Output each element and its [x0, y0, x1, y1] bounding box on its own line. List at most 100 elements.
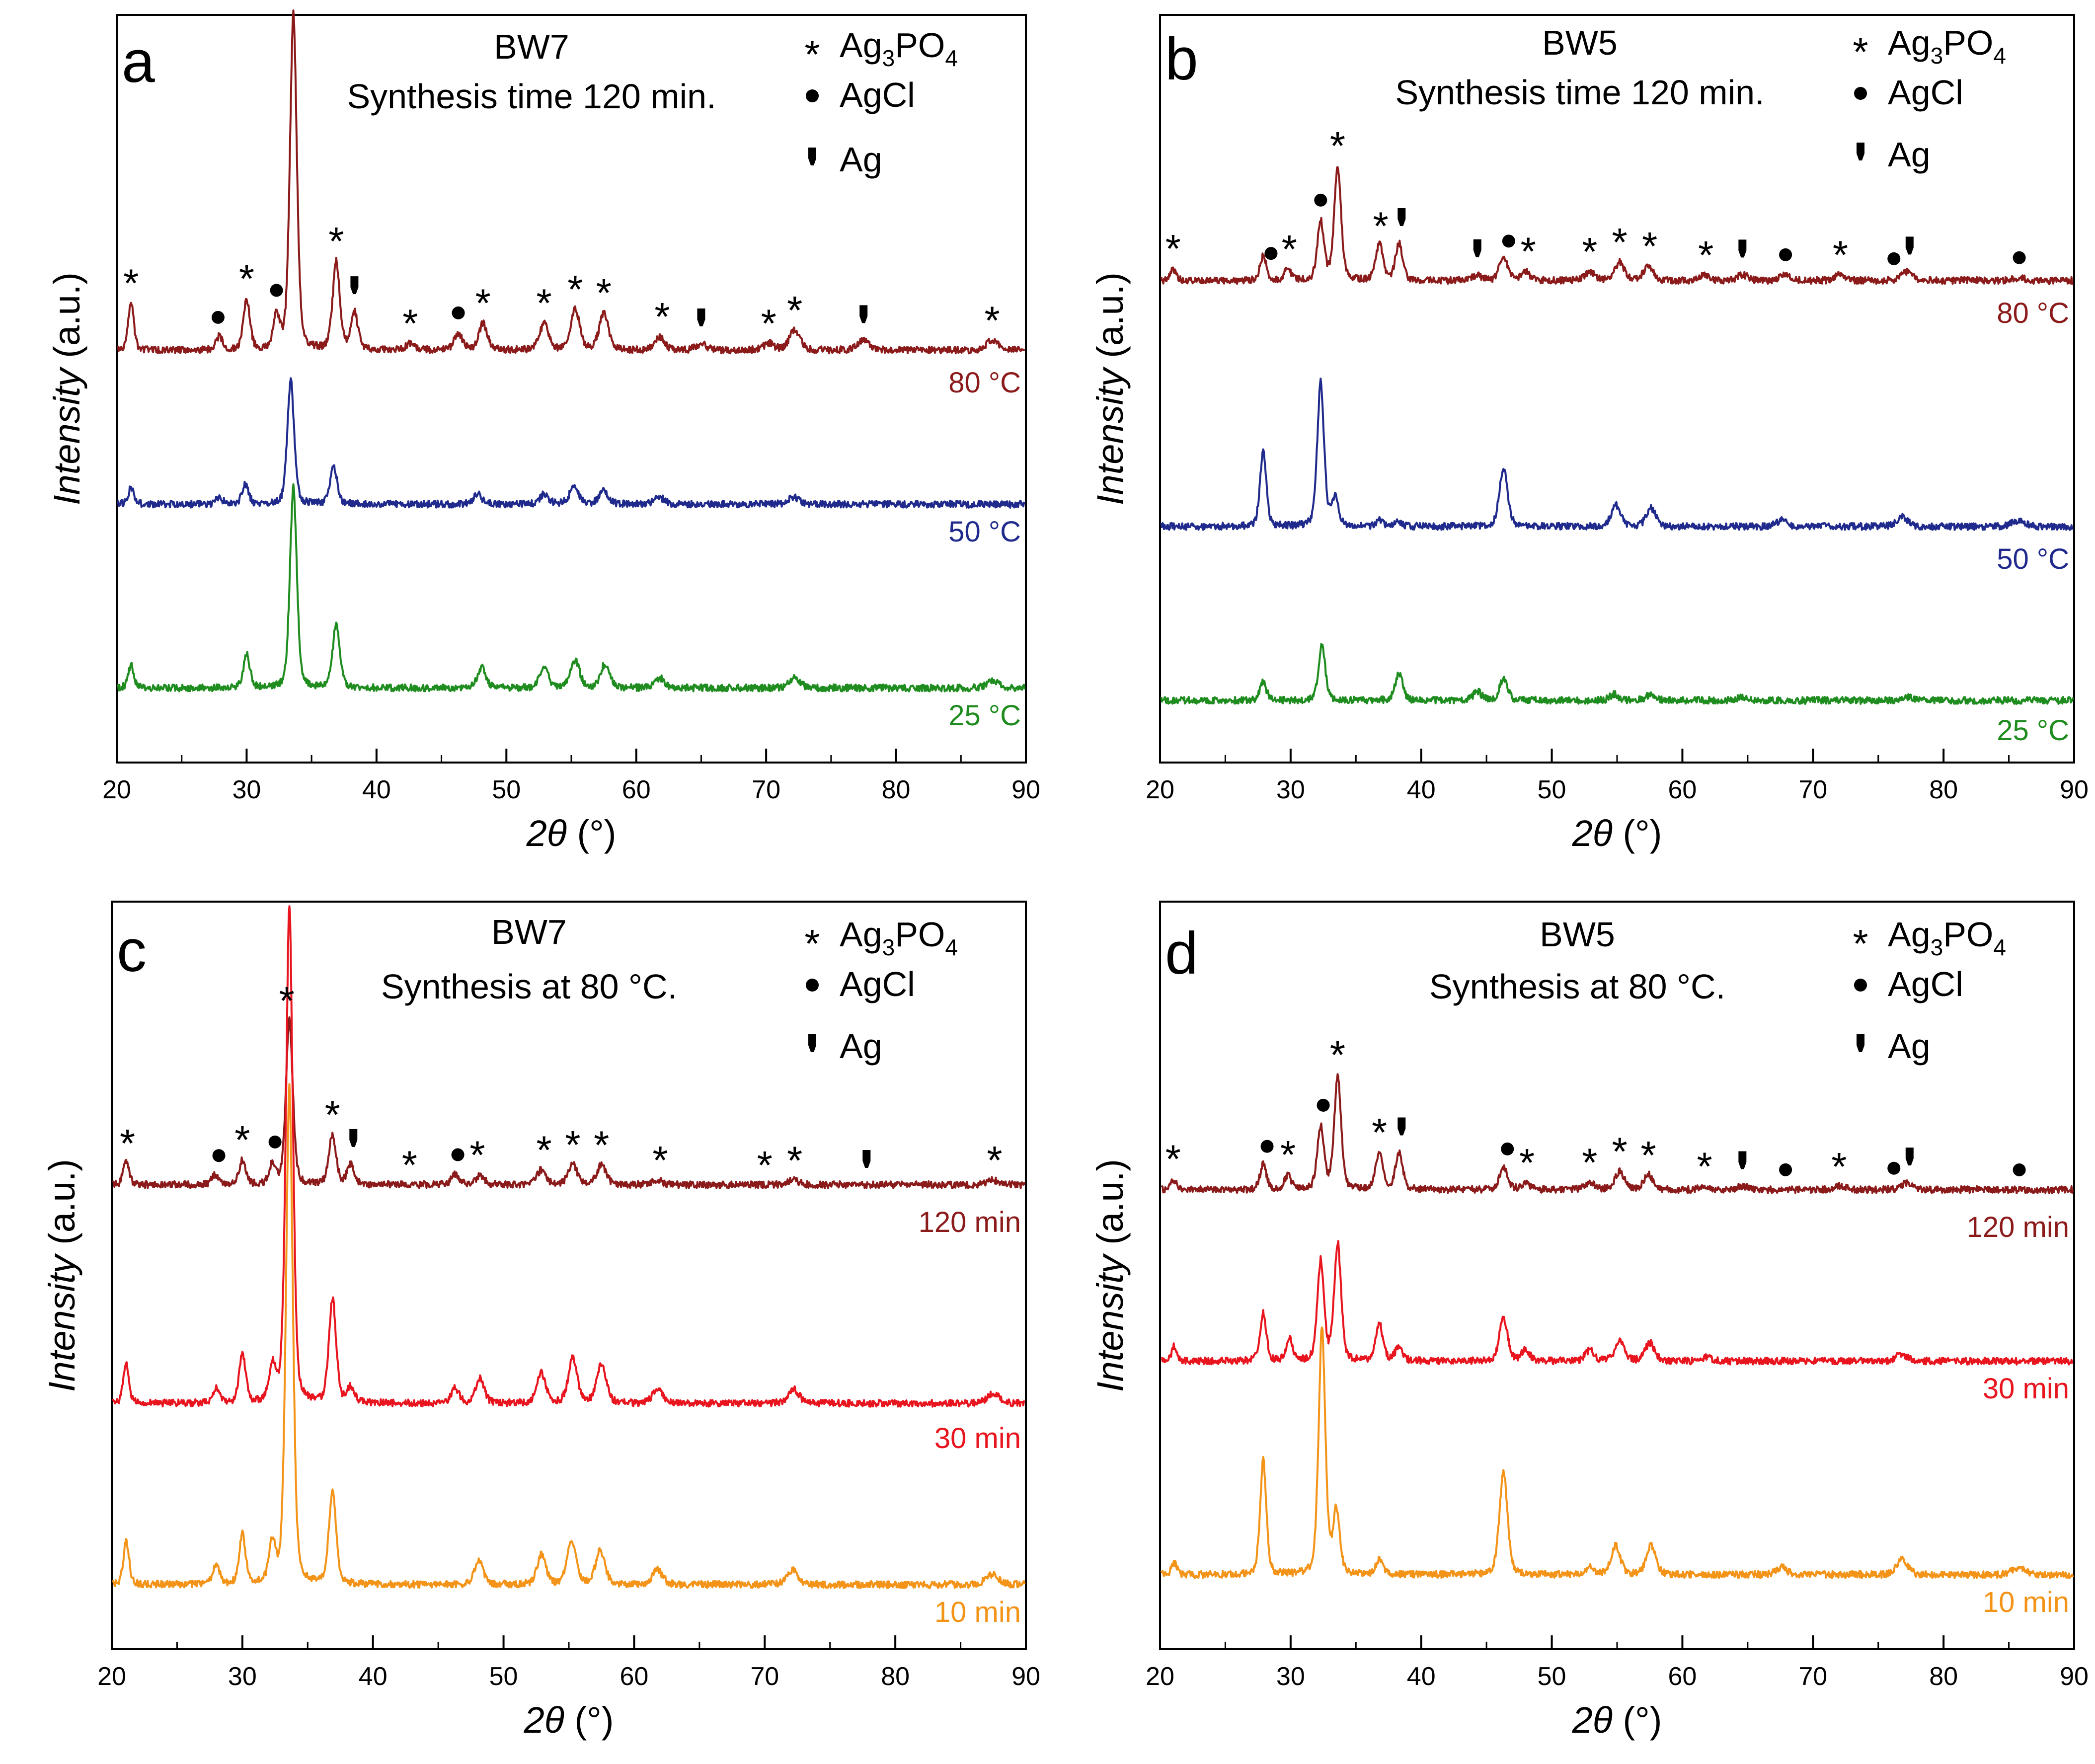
marker-agcl-icon — [452, 306, 465, 319]
series-line-0 — [1161, 1073, 2074, 1194]
legend-ag3po4-sub1: 3 — [882, 934, 895, 960]
marker-ag3po4-icon: * — [654, 295, 670, 339]
series-label: 30 min — [1983, 1373, 2069, 1405]
x-tick-label: 20 — [1146, 1662, 1174, 1691]
x-axis-label-two: 2 — [1572, 813, 1593, 854]
y-axis-label: Intensity (a.u.) — [1089, 272, 1131, 505]
series-label: 10 min — [1983, 1586, 2069, 1618]
series-line-1 — [1160, 378, 2074, 531]
panel-letter: c — [117, 918, 147, 984]
x-tick-label: 40 — [1407, 1662, 1436, 1691]
marker-ag-icon — [1738, 1151, 1747, 1169]
y-axis-label-main: Intensity — [1089, 1253, 1131, 1392]
x-tick-label: 50 — [1538, 775, 1566, 804]
y-axis-label: Intensity (a.u.) — [1089, 1159, 1131, 1392]
marker-ag3po4-icon: * — [402, 302, 418, 346]
legend-ag3po4-base: Ag — [840, 26, 882, 65]
marker-ag3po4-icon: * — [1642, 224, 1657, 268]
marker-ag-icon — [862, 1150, 871, 1168]
legend-agcl: AgCl — [840, 965, 915, 1003]
series-line-0 — [112, 1016, 1026, 1189]
x-axis-label: 2θ (°) — [1572, 1699, 1662, 1741]
x-tick-label: 50 — [492, 775, 521, 804]
series-label: 120 min — [919, 1206, 1021, 1238]
y-axis-label-unit: (a.u.) — [46, 272, 87, 368]
marker-ag3po4-icon: * — [1833, 232, 1848, 277]
series-label: 80 °C — [1997, 297, 2069, 329]
marker-ag3po4-icon: * — [286, 0, 301, 14]
y-axis-label-main: Intensity — [41, 1253, 82, 1392]
legend-ag3po4-mid: PO — [895, 26, 945, 65]
x-tick-label: 30 — [1276, 1662, 1305, 1691]
marker-ag3po4-icon: * — [279, 979, 295, 1023]
marker-ag3po4-icon: * — [1612, 1129, 1628, 1173]
legend-ag3po4-sub1: 3 — [882, 45, 895, 71]
legend-agcl: AgCl — [1888, 73, 1963, 112]
x-axis-label: 2θ (°) — [526, 813, 617, 854]
x-tick-label: 60 — [1668, 775, 1697, 804]
panel-subtitle: Synthesis at 80 °C. — [381, 967, 677, 1006]
panel-letter: b — [1165, 26, 1198, 92]
marker-ag3po4-icon: * — [1612, 220, 1628, 264]
panel-title: BW5 — [1540, 915, 1615, 954]
legend-ag3po4: Ag3PO4 — [1888, 23, 2006, 69]
marker-ag3po4-icon: * — [537, 281, 552, 325]
series-line-1 — [1161, 1240, 2074, 1366]
x-tick-label: 30 — [1276, 775, 1305, 804]
marker-ag3po4-icon: * — [1165, 1137, 1181, 1181]
marker-agcl-icon — [1779, 248, 1792, 261]
x-tick-label: 80 — [882, 775, 911, 804]
x-axis-label-theta: θ — [547, 813, 567, 854]
x-tick-label: 80 — [1929, 775, 1958, 804]
marker-agcl-icon — [212, 1149, 226, 1162]
legend-ag3po4-sub1: 3 — [1931, 43, 1943, 69]
legend-ag-icon — [1857, 1034, 1864, 1052]
series-line-2 — [112, 1083, 1026, 1589]
series-line-1 — [117, 377, 1026, 509]
legend-ag: Ag — [840, 140, 882, 179]
legend-ag3po4: Ag3PO4 — [840, 26, 958, 71]
marker-ag3po4-icon: * — [596, 271, 612, 315]
series-line-2 — [117, 483, 1026, 692]
x-tick-label: 20 — [97, 1662, 126, 1691]
series-line-0 — [117, 9, 1025, 355]
marker-ag3po4-icon: * — [402, 1143, 417, 1187]
x-tick-label: 90 — [2060, 775, 2089, 804]
x-tick-label: 90 — [2060, 1662, 2089, 1691]
series-line-2 — [1160, 1326, 2074, 1579]
legend-ag: Ag — [840, 1027, 882, 1066]
marker-ag3po4-icon: * — [1330, 124, 1345, 168]
legend-ag3po4-mid: PO — [1943, 23, 1993, 62]
series-label: 50 °C — [1997, 543, 2069, 575]
marker-agcl-icon — [1317, 1098, 1330, 1112]
marker-ag3po4-icon: * — [757, 1143, 773, 1187]
plot-frame — [1159, 901, 2075, 1650]
panel-b: 20 30 40 50 60 70 80 90 2θ (°) Intensity (a.u.) b B… — [1089, 14, 2089, 854]
x-tick-label: 90 — [1011, 775, 1040, 804]
marker-ag3po4-icon: * — [469, 1133, 485, 1177]
legend-ag3po4: Ag3PO4 — [1888, 915, 2006, 960]
marker-ag3po4-icon: * — [761, 302, 776, 346]
marker-ag3po4-icon: * — [1372, 1110, 1387, 1154]
marker-ag3po4-icon: * — [328, 219, 344, 263]
x-axis-label-unit: (°) — [1613, 813, 1662, 854]
legend-ag: Ag — [1888, 135, 1931, 174]
x-tick-label: 40 — [1407, 775, 1436, 804]
y-axis-label-unit: (a.u.) — [1089, 272, 1131, 368]
marker-ag3po4-icon: * — [787, 1138, 802, 1182]
panel-subtitle: Synthesis time 120 min. — [347, 77, 716, 116]
x-axis-label-theta: θ — [1593, 813, 1613, 854]
legend-ag3po4-sub1: 3 — [1931, 934, 1943, 960]
marker-ag3po4-icon: * — [652, 1138, 668, 1182]
marker-agcl-icon — [1264, 247, 1278, 260]
marker-agcl-icon — [1501, 1142, 1514, 1155]
marker-ag-icon — [349, 1129, 358, 1147]
marker-ag3po4-icon: * — [1165, 227, 1181, 271]
marker-ag3po4-icon: * — [1697, 1144, 1712, 1188]
x-axis-label-theta: θ — [544, 1699, 564, 1741]
marker-ag3po4-icon: * — [1698, 233, 1713, 277]
x-axis-label-unit: (°) — [567, 813, 616, 854]
panel-letter: d — [1165, 920, 1198, 987]
x-tick-label: 40 — [362, 775, 391, 804]
